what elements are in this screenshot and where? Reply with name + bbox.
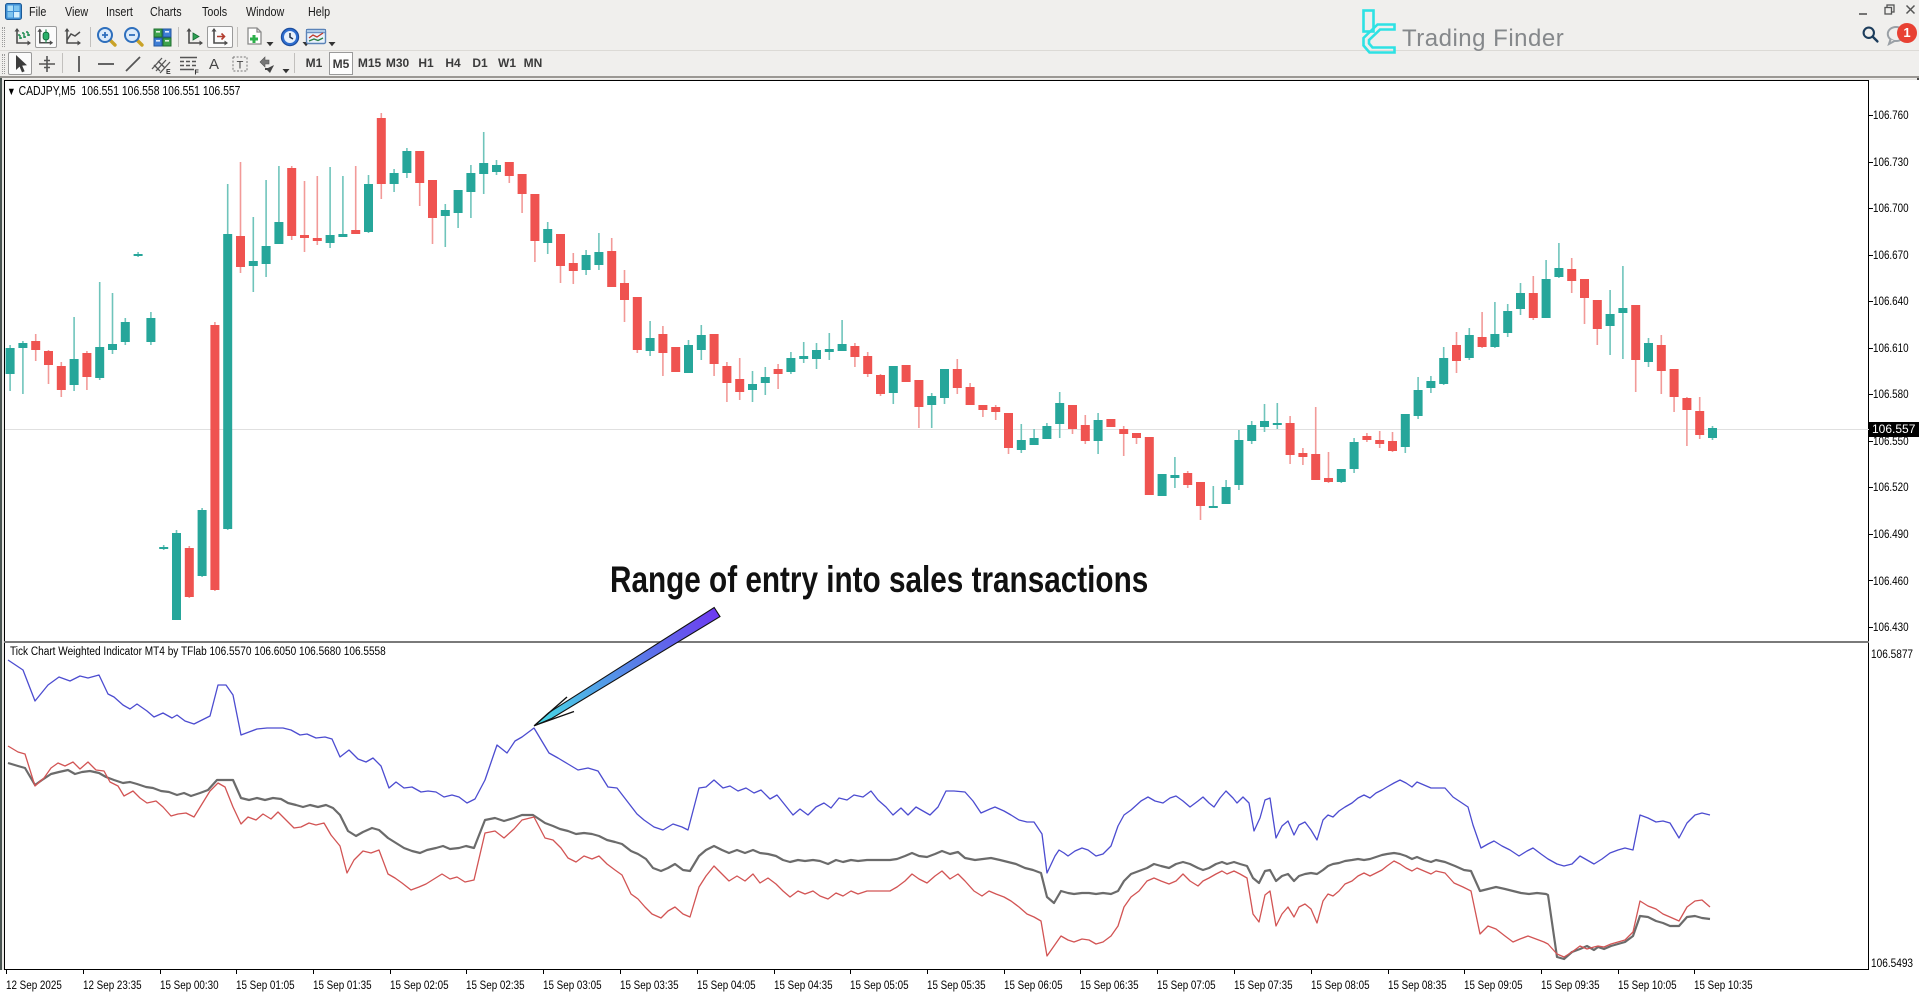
svg-text:F: F (194, 69, 199, 75)
svg-text:E: E (166, 69, 171, 75)
svg-text:A: A (209, 56, 219, 73)
svg-text:T: T (237, 59, 244, 71)
